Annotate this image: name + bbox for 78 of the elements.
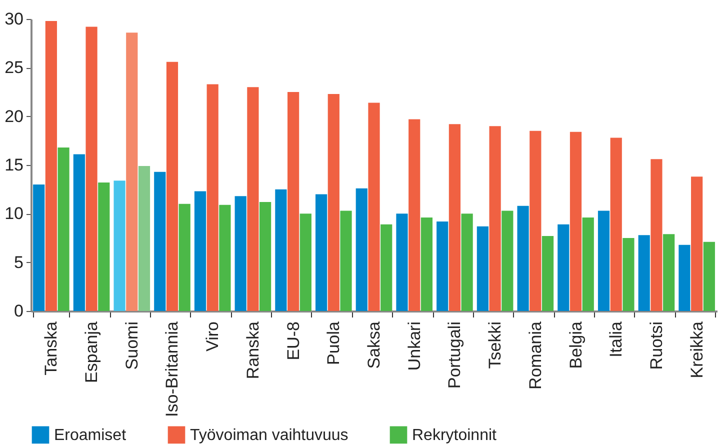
bar [476, 226, 489, 311]
bar [610, 138, 622, 311]
x-tick-label: Italia [606, 320, 626, 358]
bar [178, 204, 190, 311]
bar [380, 224, 392, 311]
x-tick-label: Kreikka [687, 320, 706, 378]
bar [98, 182, 110, 311]
x-tick-label: Romania [526, 320, 545, 390]
bar [315, 194, 328, 311]
bar [598, 210, 610, 311]
bar [259, 202, 272, 311]
legend-label: Rekrytoinnit [412, 426, 498, 444]
x-tick-label: Unkari [404, 322, 424, 371]
bar [33, 184, 45, 311]
bar [300, 214, 312, 311]
bar [502, 210, 514, 311]
bar [558, 224, 570, 311]
bar [45, 20, 57, 311]
bar [530, 130, 542, 311]
bar [328, 94, 340, 311]
legend-label: Eroamiset [54, 426, 127, 444]
legend-label: Työvoiman vaihtuvuus [190, 426, 348, 444]
bar [219, 204, 231, 311]
bar [126, 32, 138, 311]
y-tick-label: 20 [4, 106, 24, 126]
y-tick-label: 10 [4, 204, 24, 224]
bar [114, 180, 126, 311]
bar [275, 189, 287, 311]
bar [517, 206, 529, 311]
x-tick-label: Espanja [82, 320, 102, 383]
bar [356, 188, 368, 311]
bar [234, 196, 246, 311]
x-tick-label: Tanska [42, 320, 61, 376]
bar [663, 234, 675, 311]
bar [206, 84, 218, 311]
x-tick-label: Ranska [243, 320, 262, 380]
bar [408, 119, 420, 311]
bar [638, 235, 650, 311]
bar [86, 26, 98, 311]
x-tick-label: Puola [324, 320, 344, 365]
bar [420, 218, 433, 311]
y-tick-label: 15 [4, 156, 24, 174]
y-tick-label: 5 [14, 252, 24, 272]
bar [287, 92, 300, 311]
x-tick-label: Ruotsi [646, 322, 666, 370]
bar [58, 147, 70, 311]
x-tick-label: Suomi [122, 322, 142, 370]
bar [396, 214, 408, 311]
bar [340, 210, 352, 311]
x-tick-label: Viro [203, 322, 222, 352]
y-tick-label: 0 [14, 302, 24, 320]
x-tick-label: Iso-Britannia [162, 320, 182, 417]
bar [154, 172, 166, 311]
bar [194, 191, 206, 311]
bar [368, 102, 380, 311]
bar [582, 218, 594, 311]
bar [570, 132, 582, 311]
x-tick-label: Portugali [445, 322, 464, 389]
bar [166, 62, 178, 311]
y-tick-label: 30 [4, 10, 24, 28]
y-tick-label: 25 [4, 58, 24, 78]
bar [650, 159, 662, 311]
bar [73, 154, 85, 311]
bar [542, 236, 554, 311]
x-tick-label: Tsekki [486, 322, 505, 369]
bar [436, 221, 448, 311]
bar [138, 166, 150, 311]
bar [678, 244, 690, 311]
bar [703, 242, 715, 311]
x-tick-label: Saksa [364, 320, 384, 369]
bar [622, 238, 634, 311]
x-tick-label: Belgia [566, 320, 586, 369]
bar [247, 87, 259, 311]
bar [461, 214, 473, 311]
x-tick-label: EU-8 [284, 322, 303, 360]
bar [448, 124, 461, 311]
bar [691, 176, 703, 311]
bar [489, 126, 501, 311]
